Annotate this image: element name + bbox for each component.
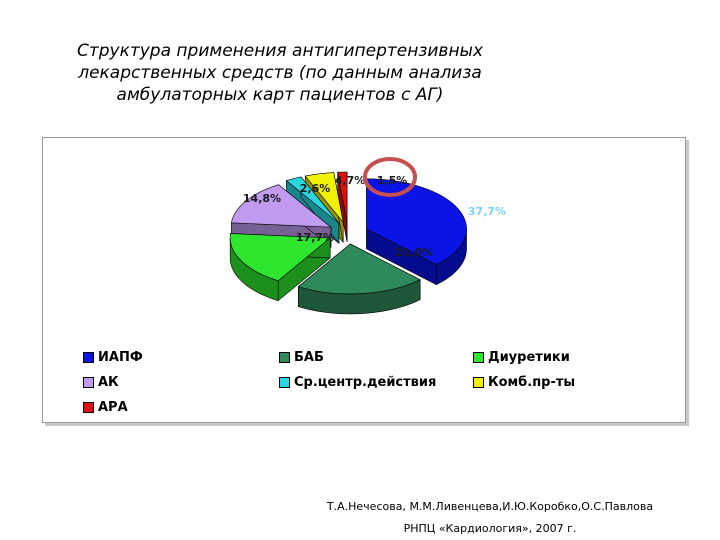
legend-item-2: Диуретики xyxy=(473,350,570,365)
legend-item-3: АК xyxy=(83,375,119,390)
legend-item-0: ИАПФ xyxy=(83,350,143,365)
legend-item-4: Ср.центр.действия xyxy=(279,375,436,390)
title-line-1: Структура применения антигипертензивных xyxy=(76,41,484,61)
credit-authors: Т.А.Нечесова, М.М.Ливенцева,И.Ю.Коробко,… xyxy=(326,500,654,513)
pie-slice-0 xyxy=(366,178,467,286)
pie-label-2: 17,7% xyxy=(296,231,334,244)
credit: Т.А.Нечесова, М.М.Ливенцева,И.Ю.Коробко,… xyxy=(300,496,680,540)
legend-swatch xyxy=(473,352,484,363)
legend-swatch xyxy=(279,352,290,363)
legend-label: Комб.пр-ты xyxy=(488,375,576,390)
legend-label: Ср.центр.действия xyxy=(294,375,437,390)
legend-item-1: БАБ xyxy=(279,350,324,365)
slide-title: Структура применения антигипертензивных … xyxy=(40,40,520,106)
chart-area: 37,7% 21,0% 17,7% 14,8% 2,6% 4,7% 1,5% ИАПФ БАБ… xyxy=(42,137,686,423)
pie-label-0: 37,7% xyxy=(468,205,506,218)
legend-swatch xyxy=(279,377,290,388)
legend-label: Диуретики xyxy=(488,350,570,365)
pie-label-4: 2,6% xyxy=(300,182,331,195)
credit-institution: РНПЦ «Кардиология», 2007 г. xyxy=(403,522,577,535)
pie-slice-top xyxy=(285,176,340,224)
pie-label-3: 14,8% xyxy=(243,192,281,205)
legend-swatch xyxy=(83,377,94,388)
pie-slice-top xyxy=(229,233,331,282)
pie-slice-top xyxy=(304,172,344,223)
pie-label-6: 1,5% xyxy=(377,174,408,187)
title-line-2: лекарственных средств (по данным анализа xyxy=(78,63,482,83)
highlight-circle xyxy=(363,157,417,197)
legend-item-5: Комб.пр-ты xyxy=(473,375,575,390)
legend-label: БАБ xyxy=(294,350,324,365)
pie-slice-top xyxy=(366,178,467,265)
legend-item-6: АРА xyxy=(83,400,128,415)
title-line-3: амбулаторных карт пациентов с АГ) xyxy=(116,85,444,105)
legend-swatch xyxy=(83,402,94,413)
pie-label-1: 21,0% xyxy=(395,246,433,259)
pie-label-5: 4,7% xyxy=(335,174,366,187)
pie-slice-6 xyxy=(337,171,348,243)
legend-swatch xyxy=(83,352,94,363)
legend-swatch xyxy=(473,377,484,388)
pie-slice-top xyxy=(297,243,421,295)
legend-label: АК xyxy=(98,375,119,390)
pie-slice-top xyxy=(337,171,348,223)
legend-label: АРА xyxy=(98,400,128,415)
pie-slice-top xyxy=(231,184,332,228)
pie-chart: 37,7% 21,0% 17,7% 14,8% 2,6% 4,7% 1,5% xyxy=(229,157,506,315)
pie-slice-1 xyxy=(297,243,421,315)
legend-label: ИАПФ xyxy=(98,350,143,365)
pie-slice-2 xyxy=(229,233,331,302)
